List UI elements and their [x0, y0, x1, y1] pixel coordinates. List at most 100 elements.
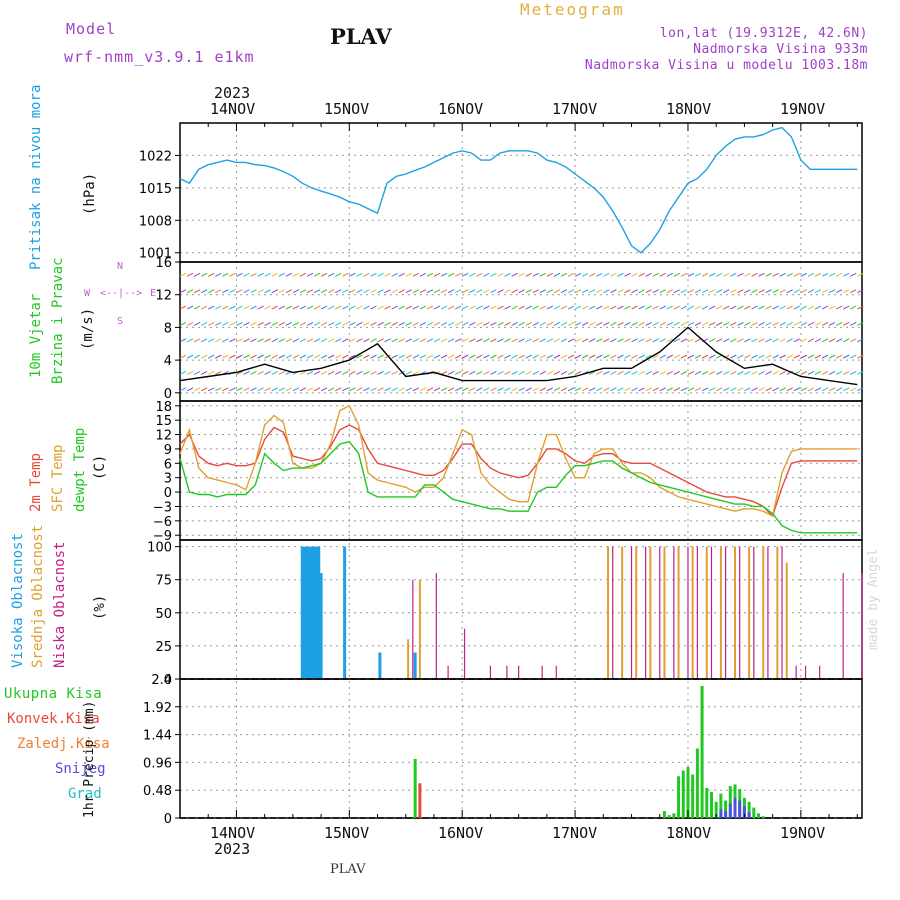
wind-barb — [440, 321, 448, 326]
wind-barb — [532, 338, 539, 343]
wind-barb — [765, 272, 772, 277]
wind-barb — [567, 354, 575, 359]
wind-barb — [476, 354, 483, 359]
wind-barb — [384, 321, 391, 326]
wind-barb — [476, 387, 483, 392]
wind-barb — [638, 338, 645, 343]
wind-barb — [624, 338, 631, 343]
wind-barb — [320, 321, 328, 326]
wind-barb — [765, 354, 772, 359]
wind-barb — [588, 387, 596, 392]
wind-barb — [299, 305, 307, 310]
wind-barb — [835, 289, 843, 294]
wind-barb — [737, 305, 744, 310]
wind-barb — [532, 371, 539, 375]
wind-barb — [398, 371, 405, 375]
wind-barb — [645, 354, 652, 359]
year-bottom-label: 2023 — [214, 840, 251, 858]
wind-barb — [751, 371, 758, 375]
wind-barb — [596, 305, 603, 310]
wind-barb — [574, 321, 582, 326]
wind-barb — [617, 305, 624, 310]
wind-barb — [334, 338, 342, 343]
wind-barb — [257, 387, 264, 392]
high-cloud-bar — [305, 546, 309, 679]
wind-barb — [631, 387, 638, 392]
wind-barb — [447, 354, 455, 359]
wind-barb — [737, 338, 744, 343]
wind-barb — [306, 387, 314, 392]
wind-barb — [525, 272, 532, 277]
precip-legend-conv: Konvek.Kisa — [7, 711, 100, 727]
wind-barb — [243, 289, 250, 294]
mid-cloud-bar — [635, 546, 638, 679]
wind-barb — [793, 305, 801, 310]
wind-barb — [511, 371, 518, 375]
wind-barb — [560, 354, 568, 359]
wind-barb — [264, 354, 271, 359]
wind-barb — [370, 321, 377, 326]
wind-barb — [320, 272, 328, 277]
high-cloud-bar — [300, 546, 304, 679]
y-tick-label: 0 — [164, 673, 172, 688]
wind-barb — [257, 338, 264, 343]
page-title: PLAV — [330, 24, 392, 49]
wind-barb — [207, 387, 215, 392]
wind-barb — [708, 305, 716, 310]
wind-barb — [306, 305, 314, 310]
wind-barb — [229, 387, 236, 392]
wind-barb — [603, 354, 610, 359]
wind-barb — [772, 371, 779, 375]
y-tick-label: 6 — [164, 457, 172, 472]
wind-barb — [708, 387, 716, 392]
wind-barb — [652, 338, 659, 343]
wind-barb — [483, 289, 490, 294]
wind-barb — [215, 305, 222, 310]
wind-barb — [391, 305, 398, 310]
wind-barb — [715, 289, 723, 294]
wind-barb — [349, 289, 356, 294]
wind-barb — [631, 371, 638, 375]
wind-barb — [659, 289, 666, 294]
wind-barb — [708, 338, 716, 343]
wind-barb — [687, 371, 695, 375]
wind-barb — [857, 289, 864, 294]
total-precip-bar — [700, 685, 704, 818]
wind-barb — [737, 387, 744, 392]
day-label-top: 17NOV — [552, 100, 598, 118]
wind-barb — [405, 338, 412, 343]
wind-barb — [504, 289, 511, 294]
y-tick-label: 25 — [155, 640, 172, 655]
wind-barb — [694, 338, 702, 343]
wind-barb — [292, 305, 300, 310]
wind-barb — [730, 338, 737, 343]
wind-barb — [440, 354, 448, 359]
wind-barb — [419, 338, 427, 343]
wind-barb — [377, 387, 384, 392]
y-tick-label: 1001 — [139, 247, 172, 262]
wind-barb — [454, 338, 462, 343]
wind-barb — [186, 387, 194, 392]
wind-barb — [511, 338, 518, 343]
wind-barb — [730, 321, 737, 326]
wind-barb — [419, 289, 427, 294]
wind-barb — [680, 321, 688, 326]
wind-barb — [250, 338, 257, 343]
wind-barb — [772, 272, 779, 277]
wind-barb — [490, 289, 497, 294]
low-cloud-bar — [630, 546, 633, 679]
wind-barb — [715, 354, 723, 359]
wind-barb — [758, 371, 765, 375]
wind-barb — [588, 321, 596, 326]
wind-barb — [751, 289, 758, 294]
wind-barb — [560, 338, 568, 343]
wind-barb — [680, 305, 688, 310]
wind-barb — [701, 387, 709, 392]
wind-barb — [215, 371, 222, 375]
wind-barb — [835, 338, 843, 343]
low-cloud-bar — [447, 665, 449, 679]
wind-barb — [469, 338, 476, 343]
wind-barb — [278, 354, 285, 359]
wind-barb — [334, 354, 342, 359]
wind-barb — [525, 305, 532, 310]
